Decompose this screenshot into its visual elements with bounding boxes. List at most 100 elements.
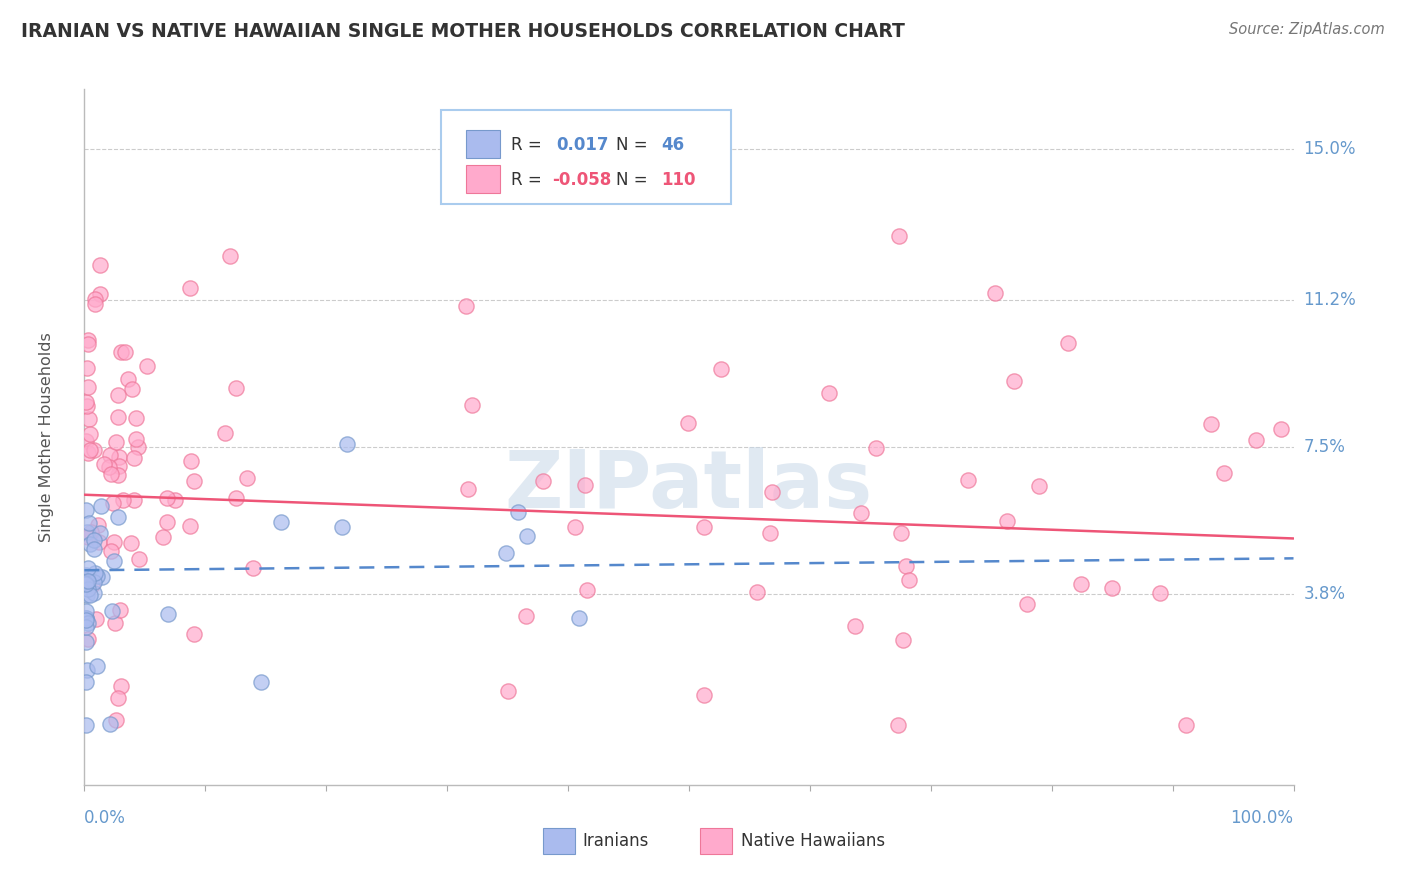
- Text: N =: N =: [616, 136, 654, 153]
- Point: [515, 528, 537, 542]
- Point: [75, 613, 97, 627]
- Text: Native Hawaiians: Native Hawaiians: [741, 831, 884, 849]
- Point: [103, 534, 125, 549]
- Point: [89, 258, 111, 272]
- Point: [761, 485, 783, 500]
- Text: 3.8%: 3.8%: [1303, 585, 1346, 603]
- Point: [898, 573, 921, 587]
- Text: R =: R =: [512, 136, 547, 153]
- Point: [86, 569, 108, 583]
- Text: 11.2%: 11.2%: [1303, 291, 1355, 309]
- Point: [75, 573, 97, 587]
- Point: [844, 619, 866, 633]
- Point: [865, 441, 887, 455]
- Point: [891, 633, 914, 648]
- Point: [270, 516, 292, 530]
- Point: [117, 372, 139, 386]
- Point: [127, 440, 149, 454]
- Point: [165, 493, 187, 508]
- Text: Single Mother Households: Single Mother Households: [39, 332, 53, 542]
- Point: [120, 536, 142, 550]
- Point: [76, 360, 98, 375]
- Point: [179, 281, 201, 295]
- Point: [745, 585, 768, 599]
- Point: [152, 530, 174, 544]
- Point: [100, 544, 122, 558]
- Point: [75, 577, 97, 591]
- Point: [242, 561, 264, 575]
- Point: [77, 632, 100, 646]
- Point: [107, 409, 129, 424]
- FancyBboxPatch shape: [543, 828, 575, 854]
- Point: [77, 616, 100, 631]
- Text: 7.5%: 7.5%: [1303, 438, 1346, 456]
- Point: [531, 474, 554, 488]
- Point: [1244, 433, 1267, 447]
- Point: [508, 505, 530, 519]
- Point: [461, 398, 484, 412]
- Point: [93, 458, 115, 472]
- Point: [218, 249, 240, 263]
- FancyBboxPatch shape: [467, 165, 501, 193]
- Text: -0.058: -0.058: [553, 170, 612, 188]
- Point: [956, 474, 979, 488]
- Point: [889, 229, 911, 244]
- Point: [98, 448, 121, 462]
- Point: [1028, 479, 1050, 493]
- Point: [110, 344, 132, 359]
- Point: [97, 459, 120, 474]
- Point: [90, 569, 112, 583]
- Point: [128, 551, 150, 566]
- Point: [758, 526, 780, 541]
- Point: [330, 520, 353, 534]
- Text: 110: 110: [661, 170, 696, 188]
- Point: [79, 516, 101, 531]
- Point: [110, 603, 132, 617]
- Point: [98, 717, 121, 731]
- Point: [76, 399, 98, 413]
- Point: [77, 412, 100, 426]
- Point: [83, 574, 105, 589]
- Point: [124, 451, 146, 466]
- Point: [1070, 577, 1092, 591]
- Point: [75, 395, 97, 409]
- Point: [125, 432, 148, 446]
- Point: [87, 517, 110, 532]
- Text: 0.017: 0.017: [555, 136, 609, 153]
- Point: [155, 491, 177, 506]
- Point: [457, 482, 479, 496]
- Point: [576, 582, 599, 597]
- Point: [107, 467, 129, 482]
- Point: [77, 582, 100, 597]
- Point: [214, 425, 236, 440]
- Point: [110, 679, 132, 693]
- Point: [76, 588, 98, 602]
- Point: [80, 578, 103, 592]
- Point: [156, 607, 179, 621]
- Text: Source: ZipAtlas.com: Source: ZipAtlas.com: [1229, 22, 1385, 37]
- Point: [179, 519, 201, 533]
- Point: [124, 493, 146, 508]
- Point: [225, 491, 247, 506]
- Text: Iranians: Iranians: [582, 831, 650, 849]
- Point: [101, 604, 124, 618]
- Point: [75, 604, 97, 618]
- Point: [83, 533, 105, 548]
- FancyBboxPatch shape: [441, 110, 731, 204]
- Text: 0.0%: 0.0%: [84, 809, 127, 827]
- Point: [87, 535, 110, 549]
- Point: [183, 474, 205, 488]
- Text: R =: R =: [512, 170, 547, 188]
- Point: [1212, 466, 1234, 480]
- Point: [710, 362, 733, 376]
- Point: [336, 436, 359, 450]
- Point: [103, 554, 125, 568]
- Point: [75, 674, 97, 689]
- Point: [89, 287, 111, 301]
- Point: [104, 713, 127, 727]
- Point: [225, 381, 247, 395]
- Point: [1149, 586, 1171, 600]
- Point: [75, 503, 97, 517]
- Point: [995, 515, 1018, 529]
- Point: [1015, 597, 1038, 611]
